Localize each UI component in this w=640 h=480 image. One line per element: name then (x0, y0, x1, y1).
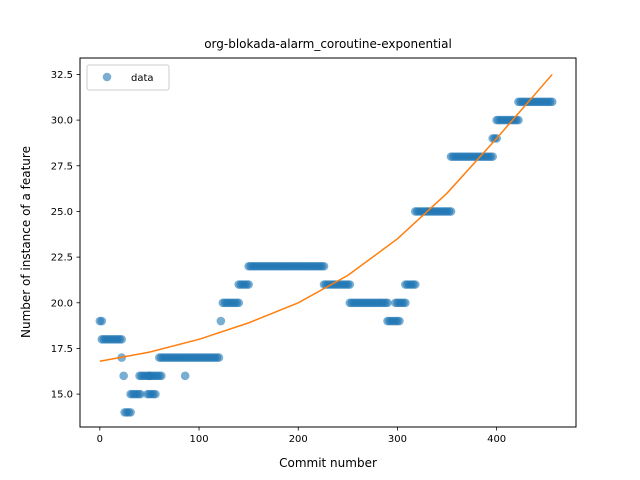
data-point (117, 335, 126, 344)
y-tick-label: 30.0 (51, 116, 73, 127)
x-tick-label: 200 (289, 434, 308, 445)
data-point (234, 298, 244, 308)
data-point (157, 371, 166, 381)
legend-marker (102, 72, 112, 82)
y-tick-label: 32.5 (51, 70, 73, 81)
data-point (244, 280, 253, 289)
data-point (97, 316, 107, 326)
x-tick-label: 400 (487, 434, 506, 445)
y-tick-label: 27.5 (51, 161, 73, 172)
y-axis-label: Number of instance of a feature (19, 146, 33, 338)
legend-label: data (131, 73, 154, 84)
y-tick-label: 22.5 (51, 253, 73, 264)
x-axis-label: Commit number (279, 456, 377, 470)
data-point (119, 371, 128, 381)
y-tick-label: 25.0 (51, 207, 73, 218)
y-tick-label: 15.0 (51, 390, 73, 401)
x-tick-label: 300 (388, 434, 407, 445)
data-point (383, 298, 392, 308)
x-tick-label: 100 (189, 434, 208, 445)
data-point (126, 408, 135, 417)
plot-area: 0 100 200 300 400 15.0 17.5 20.0 22.5 25.0 27.5 30.… (51, 57, 577, 445)
data-point (216, 316, 226, 326)
y-tick-label: 17.5 (51, 344, 73, 355)
chart-title: org-blokada-alarm_coroutine-exponential (204, 37, 452, 51)
data-point (136, 389, 145, 399)
legend-box (86, 64, 170, 91)
data-point (319, 261, 329, 271)
y-tick-label: 20.0 (51, 298, 73, 309)
data-point (214, 353, 224, 362)
data-point (514, 115, 523, 125)
data-point (151, 389, 160, 399)
data-point (395, 316, 404, 326)
data-point (401, 298, 410, 308)
x-tick-label: 0 (97, 434, 103, 445)
data-point (345, 280, 355, 289)
axes-frame (79, 57, 577, 428)
data-point (180, 371, 190, 381)
data-point (410, 280, 420, 289)
data-point (547, 97, 557, 107)
fit-line (99, 73, 553, 362)
data-point (488, 152, 497, 161)
data-point (446, 207, 456, 216)
